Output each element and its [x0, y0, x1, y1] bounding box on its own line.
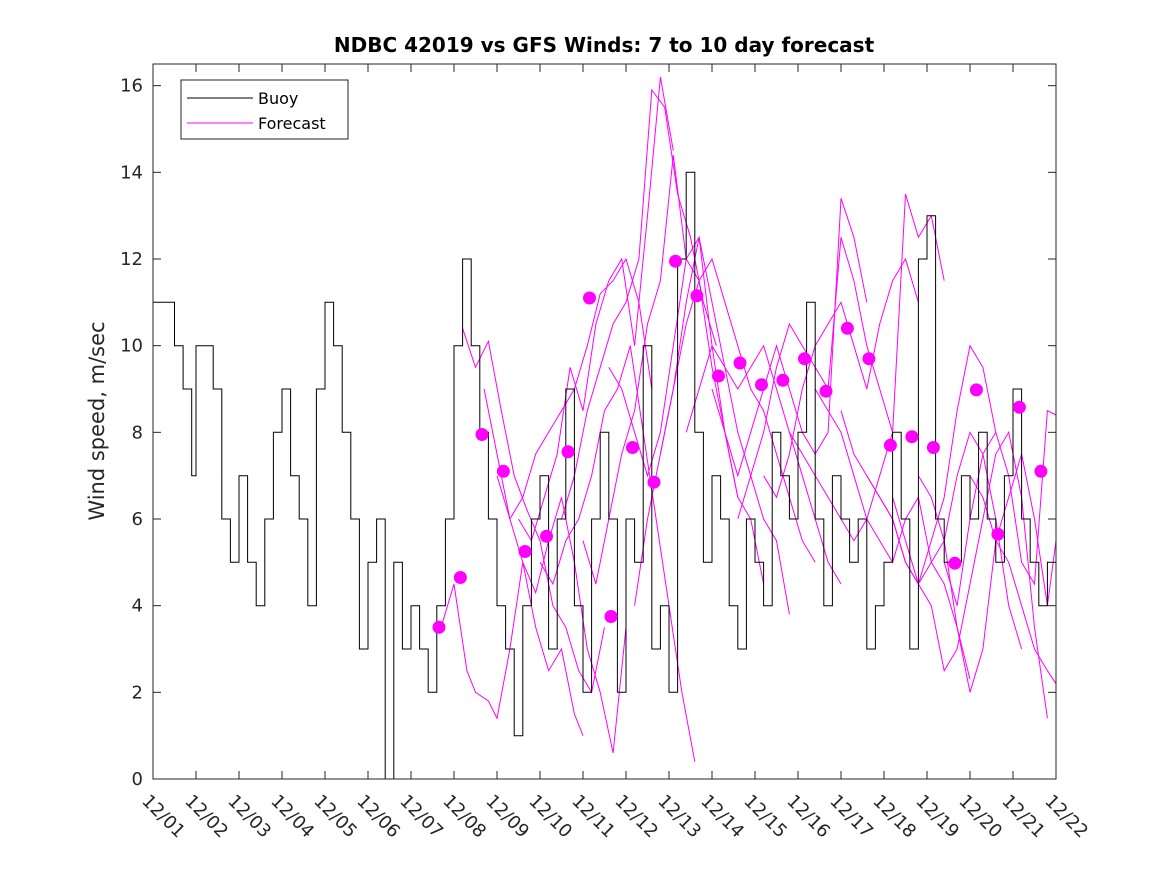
- y-tick-label-2: 2: [132, 682, 143, 703]
- legend-forecast-label: Forecast: [258, 114, 326, 133]
- forecast-point-7: [583, 291, 596, 305]
- y-tick-label-12: 12: [120, 249, 143, 270]
- data-layer: [153, 76, 1057, 780]
- y-tick-label-4: 4: [132, 596, 143, 617]
- forecast-point-15: [755, 378, 768, 392]
- forecast-point-4: [518, 545, 532, 558]
- y-tick-label-14: 14: [120, 162, 143, 183]
- forecast-point-14: [733, 356, 747, 370]
- forecast-series-line-23: [969, 475, 1057, 684]
- legend-box: [180, 79, 349, 140]
- forecast-point-1: [453, 571, 467, 584]
- forecast-point-16: [776, 373, 790, 387]
- forecast-point-6: [561, 445, 575, 459]
- y-axis-label: Wind speed, m/sec: [85, 321, 109, 520]
- forecast-point-24: [948, 556, 962, 570]
- forecast-point-25: [969, 383, 983, 397]
- forecast-point-2: [475, 428, 489, 441]
- forecast-point-10: [647, 475, 661, 489]
- forecast-point-5: [540, 529, 553, 543]
- forecast-point-26: [991, 527, 1005, 541]
- forecast-point-27: [1012, 400, 1026, 414]
- forecast-point-3: [496, 464, 510, 478]
- forecast-point-13: [712, 369, 725, 383]
- forecast-series-line-13: [711, 198, 868, 478]
- axes-box: [152, 63, 1057, 780]
- chart-title: NDBC 42019 vs GFS Winds: 7 to 10 day for…: [334, 33, 875, 57]
- forecast-point-18: [819, 384, 833, 398]
- forecast-point-19: [840, 321, 854, 335]
- forecast-point-12: [690, 289, 704, 303]
- forecast-point-0: [432, 620, 446, 634]
- forecast-point-9: [626, 441, 639, 454]
- forecast-series-line-15: [763, 257, 919, 499]
- forecast-point-28: [1034, 464, 1048, 478]
- legend: Buoy Forecast: [180, 79, 349, 140]
- y-tick-label-0: 0: [132, 769, 143, 790]
- forecast-series-line-21: [917, 453, 1057, 693]
- forecast-point-21: [883, 438, 897, 452]
- y-tick-label-10: 10: [120, 336, 143, 357]
- forecast-point-8: [604, 610, 618, 623]
- forecast-point-23: [926, 441, 940, 454]
- y-tick-label-8: 8: [132, 422, 143, 443]
- forecast-point-17: [798, 352, 811, 366]
- forecast-point-20: [862, 352, 876, 366]
- y-tick-label-16: 16: [120, 76, 143, 97]
- legend-buoy-label: Buoy: [258, 89, 298, 108]
- forecast-series-line-3: [483, 388, 627, 754]
- forecast-point-22: [905, 430, 919, 444]
- forecast-point-11: [669, 254, 682, 268]
- forecast-series-line-7: [561, 88, 717, 520]
- forecast-series-line-22: [943, 409, 1057, 606]
- forecast-series-line-5: [518, 76, 674, 542]
- plot-area: [153, 64, 1056, 779]
- y-tick-label-6: 6: [132, 509, 143, 530]
- buoy-series-line: [153, 171, 1056, 780]
- forecast-series-line-2: [462, 328, 605, 694]
